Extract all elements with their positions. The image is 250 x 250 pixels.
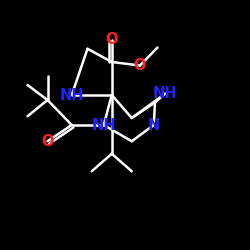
Text: N: N — [148, 118, 160, 132]
Text: O: O — [41, 134, 54, 149]
Text: NH: NH — [92, 118, 116, 132]
Text: NH: NH — [60, 88, 84, 102]
Text: O: O — [106, 32, 118, 48]
Text: NH: NH — [153, 86, 177, 101]
Text: O: O — [134, 58, 146, 73]
